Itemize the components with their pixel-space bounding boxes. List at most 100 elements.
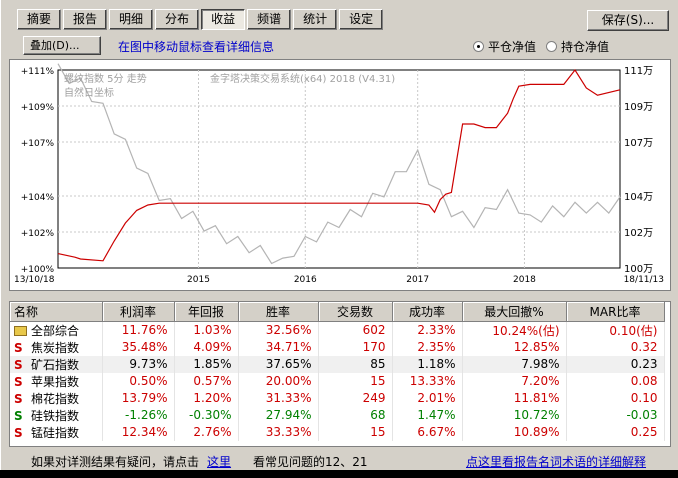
radio-closed-equity[interactable] bbox=[473, 41, 484, 52]
y-tick-right: 107万 bbox=[624, 138, 653, 149]
cell-年回报: -0.30% bbox=[174, 406, 239, 424]
table-row[interactable]: S 锰硅指数 12.34% 2.76% 33.33% 15 6.67% 10.89% 0.25 bbox=[10, 423, 665, 441]
folder-icon bbox=[14, 325, 27, 336]
cell-最大回撤%: 7.98% bbox=[462, 355, 567, 373]
cell-年回报: 1.03% bbox=[174, 321, 239, 339]
col-header-annual-return[interactable]: 年回报 bbox=[174, 302, 239, 322]
table-row[interactable]: S 矿石指数 9.73% 1.85% 37.65% 85 1.18% 7.98% 0.23 bbox=[10, 355, 665, 373]
y-tick-left: +102% bbox=[21, 229, 55, 239]
cell-成功率: 2.33% bbox=[392, 321, 463, 339]
equity-chart-svg: +111% 111万 +109% 109万 +107% 107万 +104% 104万 +102… bbox=[14, 63, 664, 285]
radio-open-equity-label[interactable]: 持仓净值 bbox=[561, 40, 610, 54]
row-name: 硅铁指数 bbox=[31, 408, 80, 423]
footer-link-glossary[interactable]: 点这里看报告名词术语的详细解释 bbox=[466, 455, 647, 469]
table-row[interactable]: S 焦炭指数 35.48% 4.09% 34.71% 170 2.35% 12.85% 0.32 bbox=[10, 338, 665, 356]
x-tick-label: 2017 bbox=[406, 275, 429, 285]
cell-利润率: 11.76% bbox=[102, 321, 175, 339]
cell-利润率: 13.79% bbox=[102, 389, 175, 407]
row-name: 矿石指数 bbox=[31, 357, 80, 372]
tab-distribution[interactable]: 分布 bbox=[155, 9, 200, 30]
y-tick-left: +100% bbox=[21, 265, 55, 275]
y-tick-right: 111万 bbox=[624, 66, 653, 77]
col-header-win-rate[interactable]: 胜率 bbox=[238, 302, 319, 322]
cell-胜率: 34.71% bbox=[238, 338, 319, 356]
tab-settings[interactable]: 设定 bbox=[339, 9, 384, 30]
chart-hint-link[interactable]: 在图中移动鼠标查看详细信息 bbox=[118, 40, 275, 54]
cell-交易数: 15 bbox=[318, 423, 393, 441]
cell-MAR比率: 0.25 bbox=[566, 423, 665, 441]
tab-report[interactable]: 报告 bbox=[63, 9, 108, 30]
chart-overlay-subtitle: 自然日坐标 bbox=[64, 86, 114, 99]
cell-胜率: 27.94% bbox=[238, 406, 319, 424]
save-button[interactable]: 保存(S)... bbox=[587, 10, 669, 31]
cell-利润率: 12.34% bbox=[102, 423, 175, 441]
cell-name: S 硅铁指数 bbox=[10, 406, 103, 424]
cell-MAR比率: 0.10(估) bbox=[566, 321, 665, 339]
cell-name: S 锰硅指数 bbox=[10, 423, 103, 441]
cell-胜率: 32.56% bbox=[238, 321, 319, 339]
footer-help: 如果对详测结果有疑问，请点击 这里 看常见问题的12、21 bbox=[31, 453, 368, 470]
strategy-s-icon: S bbox=[14, 374, 23, 389]
cell-成功率: 1.47% bbox=[392, 406, 463, 424]
tab-statistics[interactable]: 统计 bbox=[293, 9, 338, 30]
table-header-row: 名称 利润率 年回报 胜率 交易数 成功率 最大回撤% MAR比率 bbox=[10, 302, 665, 322]
cell-MAR比率: 0.10 bbox=[566, 389, 665, 407]
cell-胜率: 33.33% bbox=[238, 423, 319, 441]
cell-交易数: 68 bbox=[318, 406, 393, 424]
cell-最大回撤%: 7.20% bbox=[462, 372, 567, 390]
cell-成功率: 1.18% bbox=[392, 355, 463, 373]
radio-closed-equity-label[interactable]: 平仓净值 bbox=[488, 40, 537, 54]
cell-胜率: 31.33% bbox=[238, 389, 319, 407]
footer-text-faq: 看常见问题的12、21 bbox=[253, 455, 368, 469]
col-header-name[interactable]: 名称 bbox=[10, 302, 103, 322]
cell-成功率: 13.33% bbox=[392, 372, 463, 390]
x-tick-label: 13/10/18 bbox=[14, 275, 55, 285]
col-header-profit-rate[interactable]: 利润率 bbox=[102, 302, 175, 322]
table-row[interactable]: S 硅铁指数 -1.26% -0.30% 27.94% 68 1.47% 10.72% -0.0… bbox=[10, 406, 665, 424]
x-tick-label: 2015 bbox=[187, 275, 210, 285]
cell-利润率: 9.73% bbox=[102, 355, 175, 373]
equity-mode-radio-group: 平仓净值 持仓净值 bbox=[473, 38, 619, 55]
table-row[interactable]: S 苹果指数 0.50% 0.57% 20.00% 15 13.33% 7.20% 0.08 bbox=[10, 372, 665, 390]
table-row[interactable]: 全部综合 11.76% 1.03% 32.56% 602 2.33% 10.24%(估) 0.… bbox=[10, 321, 665, 339]
row-name: 焦炭指数 bbox=[31, 340, 80, 355]
row-name: 全部综合 bbox=[31, 323, 80, 338]
cell-MAR比率: 0.08 bbox=[566, 372, 665, 390]
radio-open-equity[interactable] bbox=[546, 41, 558, 52]
table-row[interactable]: S 棉花指数 13.79% 1.20% 31.33% 249 2.01% 11.81% 0.10 bbox=[10, 389, 665, 407]
x-tick-label: 2018 bbox=[513, 275, 536, 285]
tab-returns[interactable]: 收益 bbox=[201, 9, 246, 30]
cell-最大回撤%: 10.89% bbox=[462, 423, 567, 441]
cell-胜率: 37.65% bbox=[238, 355, 319, 373]
cell-MAR比率: 0.23 bbox=[566, 355, 665, 373]
col-header-trade-count[interactable]: 交易数 bbox=[318, 302, 393, 322]
tab-spectrum[interactable]: 频谱 bbox=[247, 9, 292, 30]
cell-最大回撤%: 12.85% bbox=[462, 338, 567, 356]
cell-成功率: 2.35% bbox=[392, 338, 463, 356]
bottom-status-strip bbox=[0, 470, 678, 478]
cell-交易数: 15 bbox=[318, 372, 393, 390]
col-header-max-drawdown[interactable]: 最大回撤% bbox=[462, 302, 567, 322]
cell-name: 全部综合 bbox=[10, 321, 103, 339]
cell-利润率: 0.50% bbox=[102, 372, 175, 390]
col-header-mar-ratio[interactable]: MAR比率 bbox=[566, 302, 665, 322]
footer-link-here[interactable]: 这里 bbox=[207, 455, 232, 469]
equity-chart[interactable]: +111% 111万 +109% 109万 +107% 107万 +104% 104万 +102… bbox=[9, 59, 671, 291]
cell-年回报: 0.57% bbox=[174, 372, 239, 390]
cell-name: S 苹果指数 bbox=[10, 372, 103, 390]
cell-MAR比率: 0.32 bbox=[566, 338, 665, 356]
footer-text-question: 如果对详测结果有疑问，请点击 bbox=[31, 455, 200, 469]
overlay-button[interactable]: 叠加(D)... bbox=[23, 36, 101, 55]
cell-name: S 焦炭指数 bbox=[10, 338, 103, 356]
cell-胜率: 20.00% bbox=[238, 372, 319, 390]
col-header-success-rate[interactable]: 成功率 bbox=[392, 302, 463, 322]
cell-利润率: -1.26% bbox=[102, 406, 175, 424]
tab-summary[interactable]: 摘要 bbox=[17, 9, 62, 30]
results-table[interactable]: 名称 利润率 年回报 胜率 交易数 成功率 最大回撤% MAR比率 全部综合 11… bbox=[9, 301, 671, 447]
x-tick-label: 2016 bbox=[294, 275, 317, 285]
tab-detail[interactable]: 明细 bbox=[109, 9, 154, 30]
cell-年回报: 4.09% bbox=[174, 338, 239, 356]
chart-overlay-title: 螺纹指数 5分 走势 bbox=[64, 72, 147, 85]
y-tick-left: +107% bbox=[21, 139, 55, 149]
